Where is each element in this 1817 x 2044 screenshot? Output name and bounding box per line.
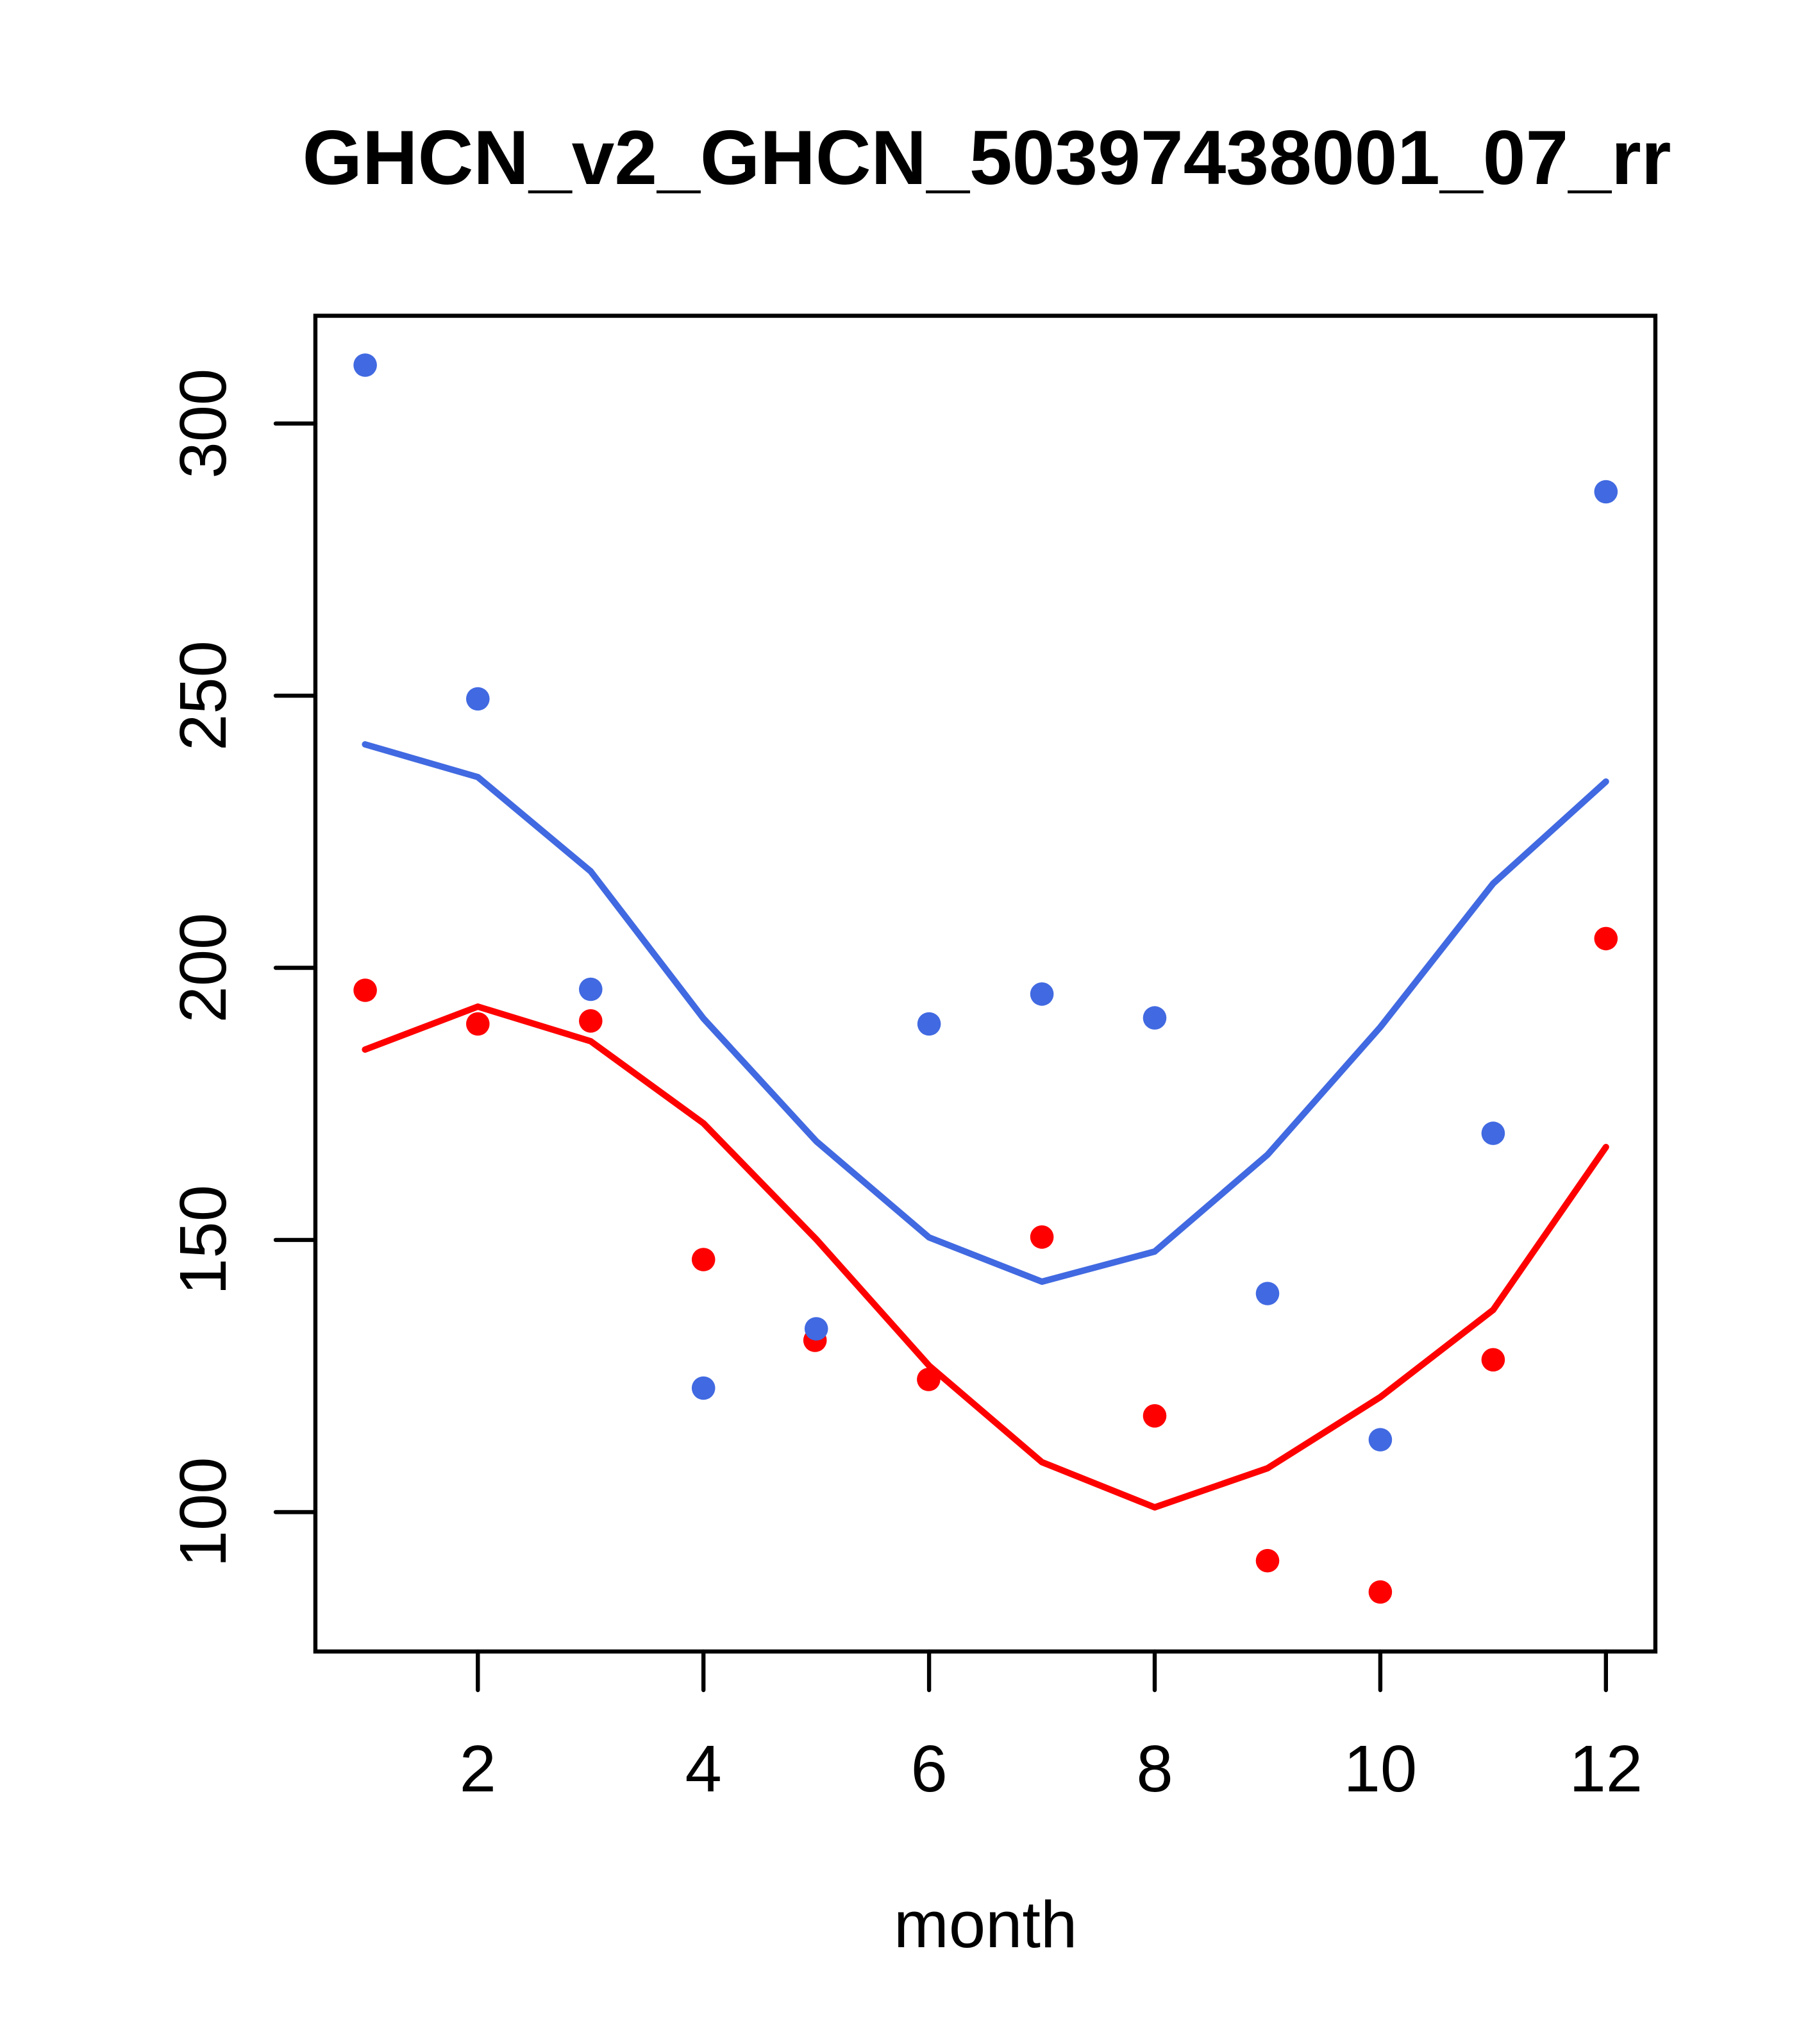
svg-text:250: 250 [166, 641, 240, 751]
svg-text:200: 200 [166, 913, 240, 1023]
svg-text:300: 300 [166, 369, 240, 479]
svg-text:6: 6 [910, 1732, 947, 1805]
svg-text:GHCN_v2_GHCN_50397438001_07_rr: GHCN_v2_GHCN_50397438001_07_rr [303, 115, 1671, 201]
svg-text:month: month [894, 1888, 1077, 1961]
svg-text:150: 150 [166, 1185, 240, 1295]
svg-text:10: 10 [1344, 1732, 1418, 1805]
svg-text:2: 2 [460, 1732, 496, 1805]
svg-text:8: 8 [1136, 1732, 1173, 1805]
svg-text:4: 4 [685, 1732, 722, 1805]
svg-text:100: 100 [166, 1457, 240, 1567]
svg-text:12: 12 [1570, 1732, 1643, 1805]
